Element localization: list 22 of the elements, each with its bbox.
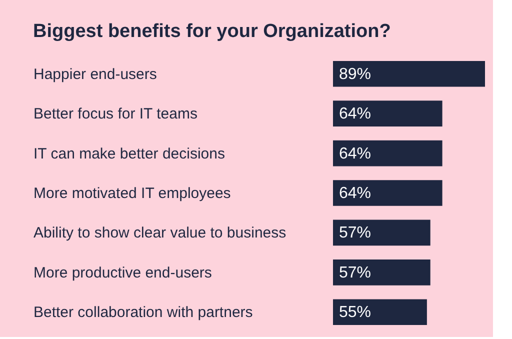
bar [333,299,427,326]
y-tick-label: More productive end-users [34,264,212,282]
data-label: 64% [339,145,372,162]
bar [333,260,430,286]
y-tick-label: Better collaboration with partners [34,304,253,322]
chart-title: Biggest benefits for your Organization? [33,21,391,42]
bar [333,100,442,126]
y-tick-label: Ability to show clear value to business [34,224,286,242]
data-label: 64% [339,106,372,123]
bar [333,220,430,246]
data-label: 55% [339,304,372,322]
data-label: 57% [339,264,372,282]
bar [333,60,485,87]
bar [333,180,442,206]
y-tick-label: Happier end-users [34,66,157,83]
data-label: 64% [339,185,372,202]
bar [333,140,442,166]
y-tick-label: More motivated IT employees [34,185,231,202]
data-label: 89% [339,66,372,83]
y-tick-label: IT can make better decisions [34,145,225,162]
y-tick-label: Better focus for IT teams [34,106,198,123]
data-label: 57% [339,224,372,242]
